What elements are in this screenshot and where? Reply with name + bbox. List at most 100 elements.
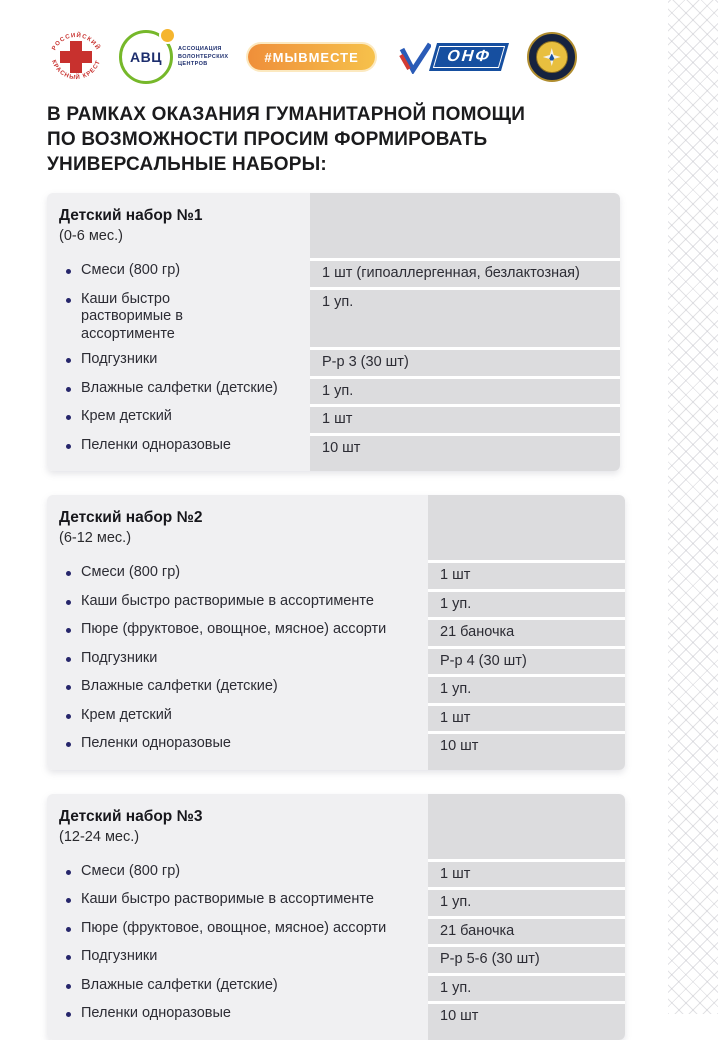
item-label: Пеленки одноразовые	[81, 735, 231, 751]
avc-dot-icon	[161, 29, 174, 42]
item-value: 10 шт	[310, 432, 620, 461]
bullet-icon	[66, 269, 71, 274]
emercom-star-icon	[542, 48, 561, 66]
table-row: Смеси (800 гр) 1 шт	[47, 560, 625, 589]
table-header: Детский набор №3 (12-24 мес.)	[47, 793, 625, 859]
kit-age-range: (0-6 мес.)	[59, 228, 123, 244]
table-row: Пюре (фруктовое, овощное, мясное) ассорт…	[47, 915, 625, 944]
item-value: Р-р 4 (30 шт)	[428, 645, 625, 674]
onf-box: ОНФ	[428, 43, 509, 71]
item-value: 1 шт (гипоаллергенная, безлактозная)	[310, 258, 620, 287]
item-label: Пюре (фруктовое, овощное, мясное) ассорт…	[81, 919, 387, 936]
bullet-icon	[66, 926, 71, 932]
bullet-icon	[66, 571, 71, 576]
item-label: Влажные салфетки (детские)	[81, 379, 278, 396]
table-row: Крем детский 1 шт	[47, 702, 625, 731]
item-value: 1 уп.	[428, 972, 625, 1001]
logo-bar: РОССИЙСКИЙ КРАСНЫЙ КРЕСТ АВЦ АССОЦИАЦИЯ …	[47, 26, 629, 88]
item-label: Пеленки одноразовые	[81, 436, 231, 453]
table-row: Влажные салфетки (детские) 1 уп.	[47, 674, 625, 703]
item-value: Р-р 5-6 (30 шт)	[428, 944, 625, 973]
table-row: Пюре (фруктовое, овощное, мясное) ассорт…	[47, 617, 625, 646]
bullet-icon	[66, 443, 71, 449]
item-label: Каши быстро растворимые в ассортименте	[81, 891, 374, 907]
page-title: В РАМКАХ ОКАЗАНИЯ ГУМАНИТАРНОЙ ПОМОЩИ ПО…	[47, 102, 629, 177]
item-label: Смеси (800 гр)	[81, 564, 181, 580]
item-value: 1 уп.	[428, 588, 625, 617]
bullet-icon	[66, 955, 71, 960]
leaflet-content: РОССИЙСКИЙ КРАСНЫЙ КРЕСТ АВЦ АССОЦИАЦИЯ …	[47, 0, 629, 1040]
kit-title: Детский набор №2	[59, 509, 203, 526]
item-label: Влажные салфетки (детские)	[81, 678, 278, 694]
bullet-icon	[66, 713, 71, 719]
page: { "heading": { "lines": [ "В РАМКАХ ОКАЗ…	[0, 0, 718, 1014]
item-value: 1 шт	[428, 560, 625, 589]
item-value: 10 шт	[428, 731, 625, 760]
table-row: Пеленки одноразовые 10 шт	[47, 731, 625, 760]
table-row: Влажные салфетки (детские) 1 уп.	[47, 972, 625, 1001]
item-label: Смеси (800 гр)	[81, 262, 181, 278]
table-row: Каши быстро растворимые в ассортименте 1…	[47, 588, 625, 617]
item-value: Р-р 3 (30 шт)	[310, 347, 620, 376]
heading-line-3: УНИВЕРСАЛЬНЫЕ НАБОРЫ:	[47, 154, 327, 175]
item-label: Смеси (800 гр)	[81, 862, 181, 879]
decorative-lattice-pattern	[668, 0, 718, 1014]
bullet-icon	[66, 297, 71, 303]
kit-table-1: Детский набор №1 (0-6 мес.) Смеси (800 г…	[47, 193, 620, 471]
table-header: Детский набор №2 (6-12 мес.)	[47, 495, 625, 560]
item-label: Каши быстро растворимые в ассортименте	[81, 592, 374, 609]
table-row: Пеленки одноразовые 10 шт	[47, 432, 620, 461]
table-row: Подгузники Р-р 4 (30 шт)	[47, 645, 625, 674]
avc-ring-icon: АВЦ	[119, 29, 174, 84]
red-cross-logo-icon: РОССИЙСКИЙ КРАСНЫЙ КРЕСТ	[50, 31, 101, 81]
table-row: Каши быстро растворимые в ассортименте 1…	[47, 887, 625, 916]
item-value: 10 шт	[428, 1001, 625, 1030]
table-row: Крем детский 1 шт	[47, 404, 620, 433]
myvmeste-label: #МЫВМЕСТЕ	[264, 49, 359, 65]
onf-logo: ОНФ	[399, 40, 509, 74]
onf-label: ОНФ	[444, 48, 494, 65]
avc-abbr: АВЦ	[130, 49, 162, 65]
item-label: Пюре (фруктовое, овощное, мясное) ассорт…	[81, 621, 387, 637]
item-label: Каши быстро растворимые в ассортименте	[81, 290, 183, 342]
kit-title: Детский набор №3	[59, 807, 203, 825]
kit-age-range: (6-12 мес.)	[59, 530, 132, 546]
item-value: 1 шт	[428, 858, 625, 887]
item-value: 21 баночка	[428, 915, 625, 944]
bullet-icon	[66, 386, 71, 392]
bullet-icon	[66, 869, 71, 875]
emercom-emblem-icon	[526, 32, 577, 82]
bullet-icon	[66, 358, 71, 363]
item-label: Подгузники	[81, 649, 158, 666]
item-value: 1 шт	[428, 702, 625, 731]
item-label: Крем детский	[81, 706, 172, 723]
table-row: Подгузники Р-р 5-6 (30 шт)	[47, 944, 625, 973]
myvmeste-badge: #МЫВМЕСТЕ	[248, 44, 375, 70]
kit-title: Детский набор №1	[59, 207, 203, 224]
table-row: Подгузники Р-р 3 (30 шт)	[47, 347, 620, 376]
kit-age-range: (12-24 мес.)	[59, 828, 140, 845]
avc-logo: АВЦ АССОЦИАЦИЯ ВОЛОНТЕРСКИХ ЦЕНТРОВ	[119, 29, 229, 84]
table-row: Смеси (800 гр) 1 шт	[47, 858, 625, 887]
bullet-icon	[66, 415, 71, 420]
heading-line-2: ПО ВОЗМОЖНОСТИ ПРОСИМ ФОРМИРОВАТЬ	[47, 129, 488, 150]
kit-table-2: Детский набор №2 (6-12 мес.) Смеси (800 …	[47, 495, 625, 770]
item-label: Подгузники	[81, 351, 158, 367]
item-label: Подгузники	[81, 948, 158, 964]
table-row: Смеси (800 гр) 1 шт (гипоаллергенная, бе…	[47, 258, 620, 287]
bullet-icon	[66, 742, 71, 747]
kit-table-3: Детский набор №3 (12-24 мес.) Смеси (800…	[47, 793, 625, 1040]
item-value: 1 уп.	[310, 286, 620, 347]
table-header: Детский набор №1 (0-6 мес.)	[47, 193, 620, 258]
item-label: Крем детский	[81, 408, 172, 424]
bullet-icon	[66, 983, 71, 989]
bullet-icon	[66, 628, 71, 633]
item-value: 1 уп.	[428, 887, 625, 916]
avc-caption: АССОЦИАЦИЯ ВОЛОНТЕРСКИХ ЦЕНТРОВ	[178, 46, 229, 68]
item-value: 1 уп.	[310, 375, 620, 404]
item-label: Влажные салфетки (детские)	[81, 976, 278, 993]
table-row: Каши быстро растворимые в ассортименте 1…	[47, 286, 620, 347]
bullet-icon	[66, 1012, 71, 1017]
bullet-icon	[66, 898, 71, 903]
bullet-icon	[66, 685, 71, 690]
